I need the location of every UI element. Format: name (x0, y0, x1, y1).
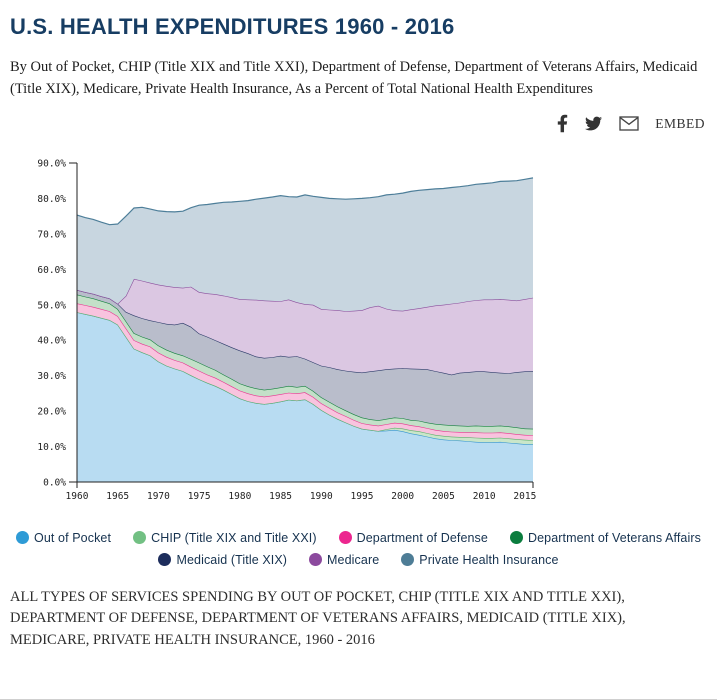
x-axis-label: 1995 (351, 491, 374, 502)
medicaid-title-xix-legend-dot-icon (158, 553, 172, 566)
legend-item-out-of-pocket[interactable]: Out of Pocket (16, 531, 111, 545)
legend-item-chip-title-xix-and-title-xxi[interactable]: CHIP (Title XIX and Title XXI) (133, 531, 317, 545)
chart-footnote: ALL TYPES OF SERVICES SPENDING BY OUT OF… (10, 588, 626, 649)
facebook-icon (558, 114, 568, 133)
area-out-of-pocket (77, 311, 533, 482)
x-axis-label: 2000 (391, 491, 414, 502)
chip-title-xix-and-title-xxi-legend-dot-icon (133, 531, 147, 544)
legend-item-medicare[interactable]: Medicare (309, 553, 379, 567)
legend-item-department-of-veterans-affairs[interactable]: Department of Veterans Affairs (509, 530, 701, 545)
legend-row-1: Out of Pocket CHIP (Title XIX and Title X… (16, 531, 701, 545)
y-axis-label: 50.0% (37, 300, 66, 311)
expenditure-area-chart: 0.0% 10.0% 20.0% 30.0% 40.0% 50.0% 60.0% 70.0% 8… (37, 158, 536, 502)
x-axis-label: 1980 (228, 491, 251, 502)
embed-button[interactable]: EMBED (655, 115, 705, 131)
twitter-icon (585, 116, 603, 131)
x-axis-label: 2010 (473, 491, 496, 502)
y-axis-label: 40.0% (37, 335, 66, 346)
x-axis-label: 1960 (66, 491, 89, 502)
y-axis-label: 60.0% (37, 264, 66, 275)
x-axis-label: 1985 (269, 491, 292, 502)
x-axis-label: 1975 (188, 491, 211, 502)
email-share-button[interactable] (619, 116, 639, 131)
line-private-health-insurance (76, 176, 534, 225)
legend-item-medicaid-title-xix[interactable]: Medicaid (Title XIX) (158, 553, 287, 567)
email-icon (619, 116, 639, 131)
legend-item-private-health-insurance[interactable]: Private Health Insurance (401, 553, 558, 567)
x-axis-label: 1965 (106, 491, 129, 502)
page-title: U.S. HEALTH EXPENDITURES 1960 - 2016 (10, 14, 455, 39)
y-axis-label: 70.0% (37, 229, 66, 240)
x-axis-label: 2005 (432, 491, 455, 502)
legend-label: Medicaid (Title XIX) (176, 552, 288, 567)
y-axis-label: 10.0% (37, 442, 66, 453)
department-of-veterans-affairs-legend-dot-icon (509, 531, 523, 544)
x-axis-label: 1990 (310, 491, 333, 502)
legend-label: Private Health Insurance (419, 552, 559, 567)
chart-container: 0.0% 10.0% 20.0% 30.0% 40.0% 50.0% 60.0% 70.0% 8… (10, 152, 707, 519)
y-axis-label: 90.0% (37, 158, 66, 169)
y-axis-label: 80.0% (37, 193, 66, 204)
legend-label: Department of Veterans Affairs (527, 530, 701, 545)
legend-label: Out of Pocket (34, 530, 112, 545)
x-axis-label: 1970 (147, 491, 170, 502)
out-of-pocket-legend-dot-icon (16, 531, 30, 544)
y-axis-label: 30.0% (37, 371, 66, 382)
y-axis-label: 0.0% (43, 477, 66, 488)
area-medicare (77, 278, 533, 375)
axis-end-ticks (69, 161, 534, 488)
private-health-insurance-legend-dot-icon (401, 553, 415, 566)
medicare-legend-dot-icon (309, 553, 323, 566)
share-toolbar: EMBED (10, 114, 705, 134)
chart-subtitle: By Out of Pocket, CHIP (Title XIX and Ti… (10, 59, 698, 97)
legend-item-department-of-defense[interactable]: Department of Defense (338, 530, 488, 545)
x-axis-label: 2015 (513, 491, 536, 502)
y-axis-label: 20.0% (37, 406, 66, 417)
legend-label: CHIP (Title XIX and Title XXI) (151, 530, 317, 545)
legend-label: Medicare (327, 552, 380, 567)
legend-label: Department of Defense (356, 530, 488, 545)
legend-row-2: Medicaid (Title XIX) Medicare Private Heal… (158, 553, 558, 567)
area-private-health-insurance (77, 177, 533, 311)
department-of-defense-legend-dot-icon (338, 531, 352, 544)
twitter-share-button[interactable] (584, 115, 603, 132)
chart-legend: Out of Pocket CHIP (Title XIX and Title X… (10, 531, 707, 567)
facebook-share-button[interactable] (557, 114, 568, 133)
